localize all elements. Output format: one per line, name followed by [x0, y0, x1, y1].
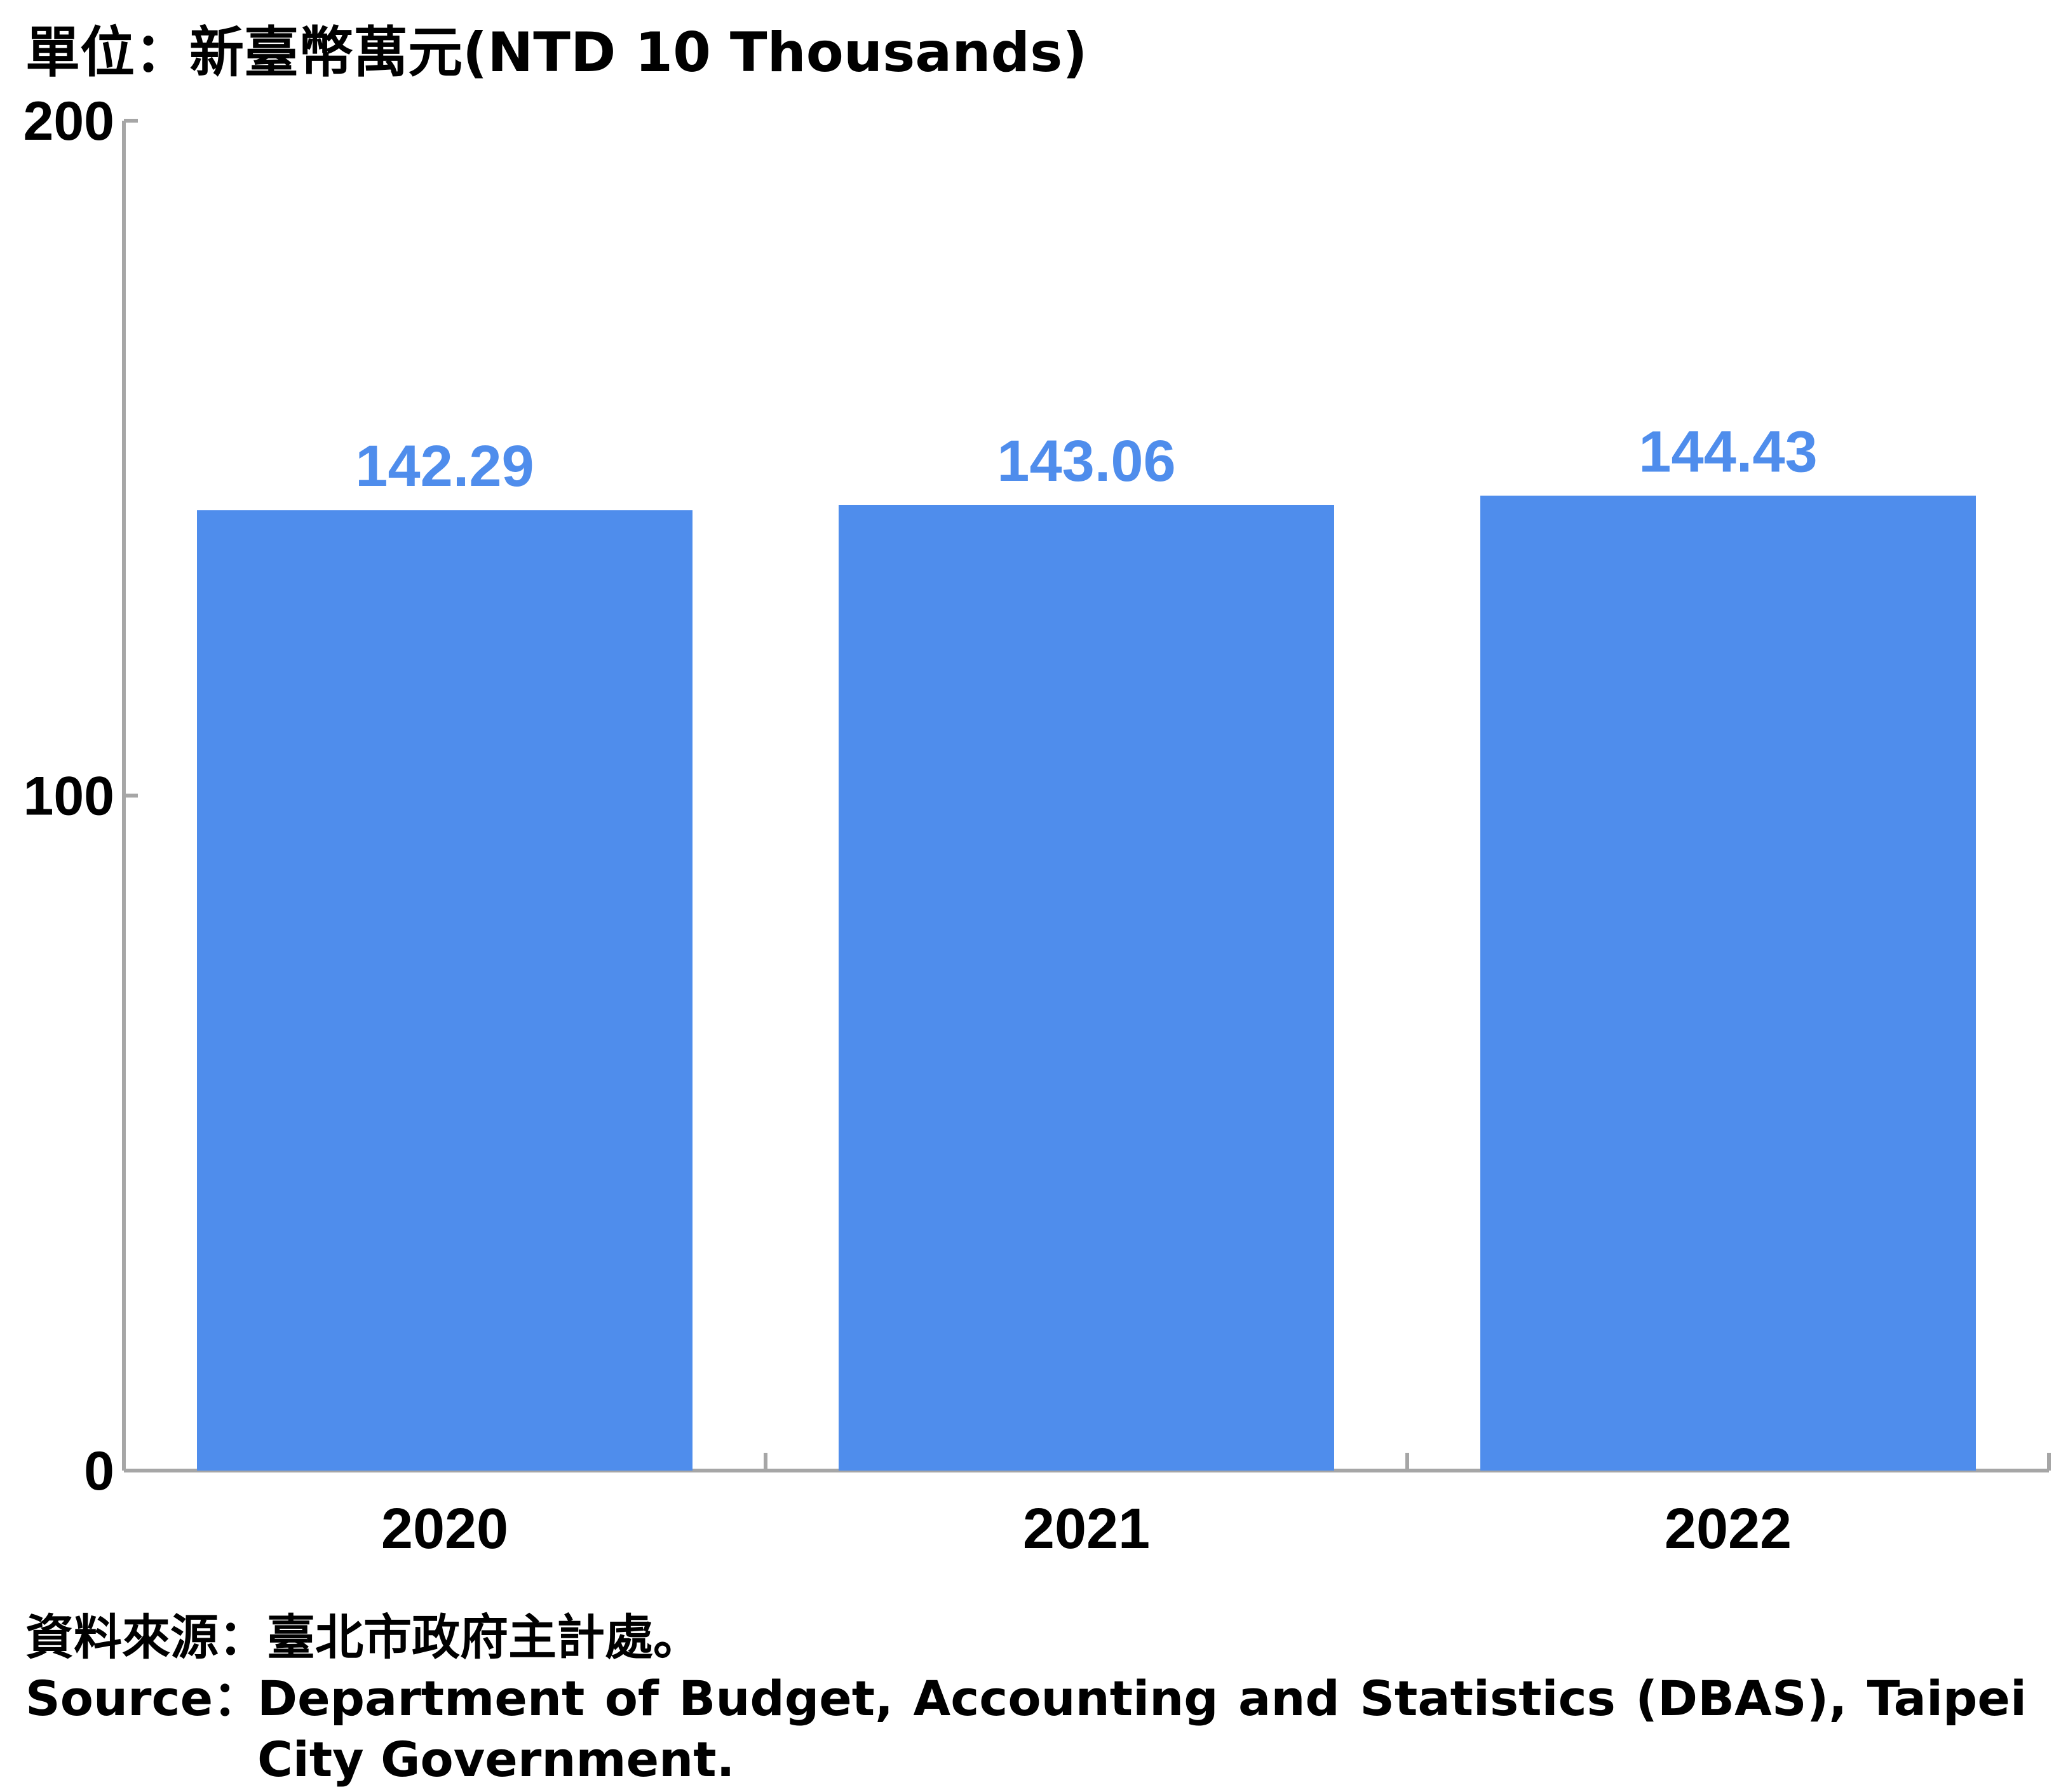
y-tick-label: 0: [84, 1441, 114, 1502]
value-label-2020: 142.29: [355, 434, 534, 499]
bar-2021: [839, 504, 1334, 1471]
value-label-2021: 143.06: [997, 429, 1175, 494]
source-en: Source： Department of Budget, Accounting…: [25, 1668, 2027, 1790]
y-tick-label: 100: [24, 766, 115, 827]
chart-bars: [197, 495, 1976, 1471]
chart-y-tick-labels: 0 100 200: [24, 91, 115, 1502]
y-tick-label: 200: [24, 91, 115, 152]
source-note: 資料來源：臺北市政府主計處。 Source： Department of Bud…: [25, 1607, 2027, 1790]
bar-2020: [197, 510, 693, 1471]
bar-2022: [1480, 495, 1976, 1471]
value-label-2022: 144.43: [1638, 419, 1817, 484]
unit-label: 單位：新臺幣萬元(NTD 10 Thousands): [25, 21, 1088, 84]
source-en-text: Department of Budget, Accounting and Sta…: [257, 1670, 2027, 1788]
x-tick-label-2022: 2022: [1665, 1497, 1792, 1561]
chart-value-labels: 142.29 143.06 144.43: [355, 419, 1817, 499]
source-en-prefix: Source：: [25, 1670, 262, 1727]
x-tick-label-2021: 2021: [1023, 1497, 1150, 1561]
chart-x-tick-labels: 2020 2021 2022: [381, 1497, 1792, 1561]
bar-chart: 142.29 143.06 144.43 2020 2021 2022 0 100 200: [24, 91, 2051, 1561]
x-tick-label-2020: 2020: [381, 1497, 508, 1561]
source-zh: 資料來源：臺北市政府主計處。: [25, 1609, 701, 1666]
